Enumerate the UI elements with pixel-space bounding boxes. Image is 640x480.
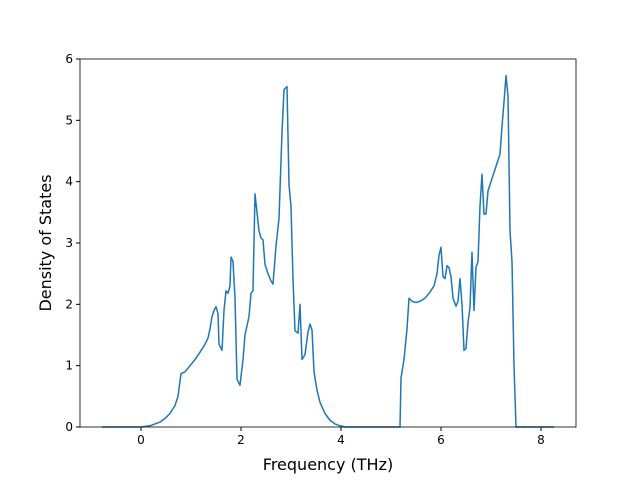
y-axis-label: Density of States <box>36 174 55 311</box>
x-axis-label: Frequency (THz) <box>263 455 393 474</box>
x-tick-label: 2 <box>237 433 245 447</box>
plot-frame <box>79 58 577 428</box>
x-tick-label: 8 <box>537 433 545 447</box>
x-tick-label: 6 <box>437 433 445 447</box>
x-tick-label: 0 <box>137 433 145 447</box>
line <box>102 74 554 428</box>
y-tick-label: 2 <box>65 297 73 311</box>
y-tick-label: 6 <box>65 52 73 66</box>
y-tick-label: 5 <box>65 113 73 127</box>
y-tick-label: 4 <box>65 175 73 189</box>
y-tick-label: 1 <box>65 359 73 373</box>
y-tick-label: 3 <box>65 236 73 250</box>
x-tick-label: 4 <box>337 433 345 447</box>
y-tick-label: 0 <box>65 420 73 434</box>
